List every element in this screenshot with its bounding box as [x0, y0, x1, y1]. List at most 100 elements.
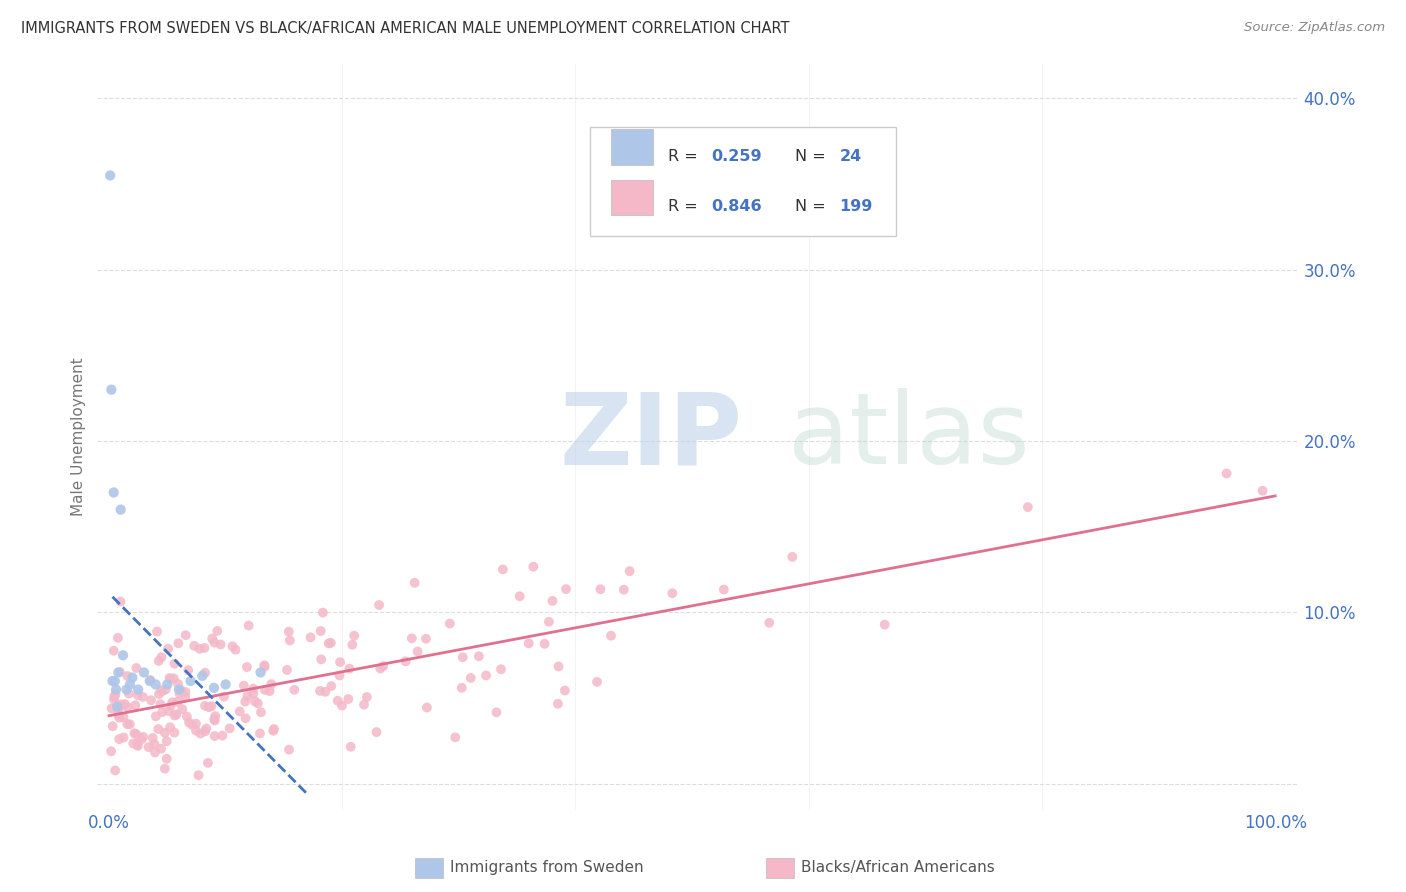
Point	[782, 549, 804, 564]
Point	[122, 737, 145, 751]
Point	[537, 615, 560, 629]
Point	[450, 681, 472, 695]
Point	[246, 697, 269, 711]
Point	[127, 739, 149, 753]
Point	[124, 698, 146, 713]
Point	[149, 697, 172, 711]
Point	[260, 677, 283, 691]
Point	[309, 624, 332, 638]
Point	[107, 708, 129, 723]
Point	[209, 638, 232, 652]
Point	[586, 674, 609, 689]
Point	[197, 756, 219, 770]
Point	[368, 598, 391, 612]
Point	[104, 673, 127, 688]
Point	[155, 682, 177, 697]
Point	[105, 682, 128, 697]
Point	[100, 701, 122, 715]
Point	[167, 682, 190, 697]
Point	[132, 730, 155, 744]
Bar	[612, 179, 654, 215]
Point	[174, 628, 197, 642]
Point	[235, 711, 257, 725]
Point	[339, 739, 361, 754]
Point	[150, 705, 173, 719]
Point	[121, 671, 143, 685]
Point	[115, 682, 138, 697]
Point	[439, 616, 461, 631]
Point	[100, 744, 122, 758]
Point	[253, 660, 276, 674]
Point	[167, 636, 190, 650]
Point	[153, 762, 176, 776]
Point	[112, 710, 135, 724]
Point	[159, 671, 181, 685]
Point	[343, 629, 366, 643]
Text: R =: R =	[668, 199, 703, 214]
Point	[758, 615, 780, 630]
Point	[190, 726, 212, 740]
Point	[547, 697, 569, 711]
Point	[309, 684, 332, 698]
Point	[104, 764, 127, 778]
Point	[194, 665, 217, 680]
Text: IMMIGRANTS FROM SWEDEN VS BLACK/AFRICAN AMERICAN MALE UNEMPLOYMENT CORRELATION C: IMMIGRANTS FROM SWEDEN VS BLACK/AFRICAN …	[21, 21, 790, 36]
Point	[150, 741, 173, 756]
Point	[112, 731, 135, 745]
Point	[131, 732, 153, 747]
Point	[127, 682, 149, 697]
Point	[202, 681, 225, 695]
Point	[314, 685, 336, 699]
Point	[187, 768, 209, 782]
Point	[254, 683, 277, 698]
Point	[225, 642, 247, 657]
Point	[191, 669, 214, 683]
Point	[138, 739, 160, 754]
Point	[214, 677, 236, 691]
Point	[142, 731, 165, 745]
Point	[600, 629, 623, 643]
Point	[468, 649, 491, 664]
Point	[194, 698, 217, 713]
Point	[312, 606, 335, 620]
Point	[114, 697, 136, 711]
Point	[554, 683, 576, 698]
Point	[337, 692, 360, 706]
FancyBboxPatch shape	[591, 128, 896, 235]
Point	[619, 564, 641, 578]
Point	[177, 663, 200, 677]
Point	[353, 698, 375, 712]
Point	[180, 673, 202, 688]
Point	[163, 725, 186, 739]
Point	[319, 636, 342, 650]
Point	[117, 700, 139, 714]
Point	[145, 677, 167, 691]
Point	[177, 715, 200, 730]
Text: Blacks/African Americans: Blacks/African Americans	[801, 860, 995, 874]
Point	[522, 559, 544, 574]
Point	[132, 690, 155, 704]
Point	[125, 727, 148, 741]
Point	[150, 650, 173, 665]
Point	[278, 742, 301, 756]
Point	[125, 737, 148, 751]
Point	[148, 722, 170, 736]
Point	[276, 663, 298, 677]
Point	[211, 729, 233, 743]
Point	[198, 700, 221, 714]
Point	[509, 589, 531, 603]
Point	[202, 712, 225, 726]
Point	[117, 669, 139, 683]
Point	[330, 698, 353, 713]
Point	[238, 618, 260, 632]
Point	[373, 659, 395, 673]
Point	[145, 709, 167, 723]
Point	[163, 708, 186, 723]
Point	[124, 726, 146, 740]
Point	[236, 660, 259, 674]
Point	[541, 594, 564, 608]
Point	[475, 668, 498, 682]
Text: 0.259: 0.259	[711, 149, 762, 164]
Point	[262, 723, 284, 738]
Point	[169, 687, 191, 701]
